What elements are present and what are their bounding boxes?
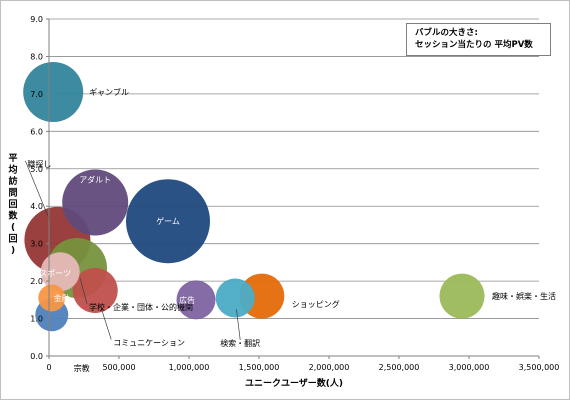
y-tick-label: 4.0	[30, 202, 43, 211]
y-tick-label: 0.0	[30, 352, 43, 361]
bubble	[439, 273, 485, 319]
x-tick-label: 0	[46, 363, 51, 372]
leader-line	[99, 303, 112, 340]
note-line-1: バブルの大きさ:	[415, 28, 478, 38]
axes: 0.0 1.0 2.0 3.0 4.0 5.0 6.0 7.0 8.0 9.0 0 500,000 1,…	[30, 15, 559, 372]
data-label: ギャンブル	[89, 87, 129, 97]
bubble	[72, 267, 118, 313]
x-tick-label: 500,000	[102, 363, 135, 372]
bubble	[40, 252, 80, 292]
x-tick-label: 2,000,000	[309, 363, 350, 372]
bubble	[176, 280, 216, 320]
y-axis-title: 平均訪問回数(回)	[8, 153, 18, 256]
leader-lines	[25, 160, 241, 341]
data-label: 広告	[179, 295, 195, 305]
leader-line	[25, 160, 51, 222]
bubble	[126, 179, 210, 264]
data-label: 金融	[54, 293, 70, 303]
gridlines	[49, 18, 539, 319]
bubbles	[23, 62, 485, 332]
bubble	[215, 278, 255, 318]
y-tick-label: 3.0	[30, 240, 43, 249]
y-tick-label: 8.0	[30, 52, 43, 61]
x-tick-label: 3,500,000	[519, 363, 560, 372]
x-axis-title: ユニークユーザー数(人)	[245, 377, 343, 389]
bubble	[38, 284, 66, 312]
data-label: コミュニケーション	[113, 338, 185, 347]
y-tick-label: 5.0	[30, 165, 43, 174]
x-tick-label: 2,500,000	[379, 363, 420, 372]
y-tick-label: 2.0	[30, 277, 43, 286]
y-tick-label: 1.0	[30, 315, 43, 324]
y-tick-label: 9.0	[30, 15, 43, 24]
bubble	[62, 169, 129, 236]
x-tick-label: 1,000,000	[169, 363, 210, 372]
data-label: 職探し	[27, 159, 51, 169]
data-label: ゲーム	[156, 216, 180, 226]
y-tick-label: 6.0	[30, 127, 43, 136]
x-tick-label: 1,500,000	[239, 363, 280, 372]
bubble	[23, 62, 84, 123]
y-tick-label: 7.0	[30, 90, 43, 99]
data-label: スポーツ	[39, 269, 71, 278]
data-label: 趣味・娯楽・生活	[492, 291, 556, 301]
data-label: 宗教	[74, 363, 90, 373]
leader-line	[236, 309, 241, 341]
x-tick-label: 3,000,000	[449, 363, 490, 372]
leader-line	[79, 277, 88, 305]
note-line-2: セッション当たりの 平均PV数	[415, 40, 533, 50]
data-label: 学校・企業・団体・公的機関	[89, 302, 193, 312]
data-label: アダルト	[79, 174, 111, 184]
data-label: ショッピング	[292, 299, 340, 309]
bubble-size-note: バブルの大きさ: セッション当たりの 平均PV数	[406, 23, 551, 56]
data-label: 検索・翻訳	[220, 338, 260, 348]
